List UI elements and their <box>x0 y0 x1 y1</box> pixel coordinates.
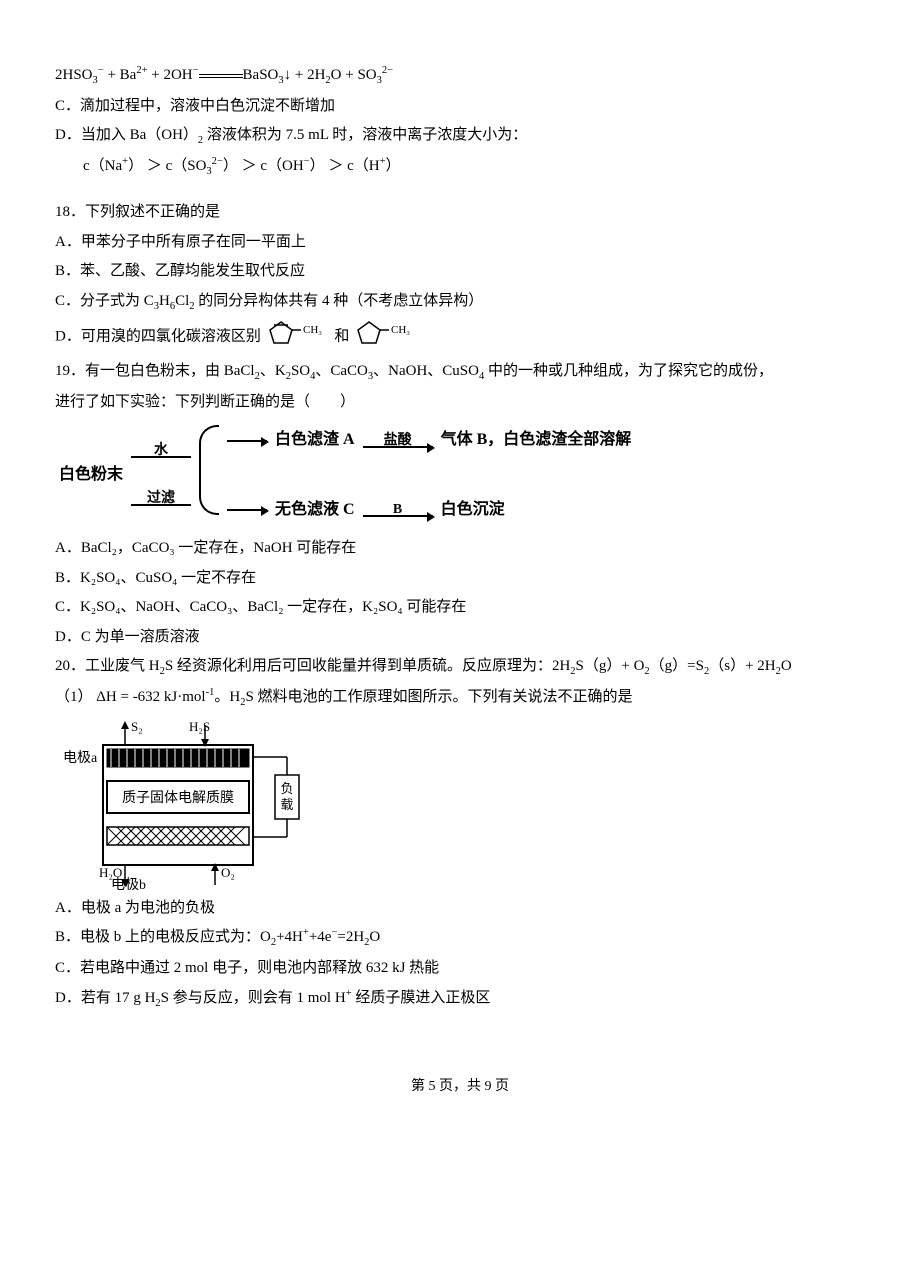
svg-text:载: 载 <box>280 797 293 812</box>
text: 溶液体积为 7.5 mL 时，溶液中离子浓度大小为： <box>203 127 527 143</box>
q19-flow-diagram: 白色粉末 水 过滤 白色滤渣 A 盐酸 气体 B，白色滤渣全部溶解 无色滤液 C… <box>55 423 865 528</box>
eq-t: O + SO <box>331 67 377 83</box>
diag-residue-a: 白色滤渣 A <box>271 423 359 459</box>
q19-option-b: B．K₂SO₄、CuSO₄ 一定不存在 <box>55 564 865 593</box>
q18-option-d: D．可用溴的四氯化碳溶液区别 CH₃ 和 CH₃ <box>55 318 865 357</box>
eq-t: + Ba <box>104 67 137 83</box>
svg-text:S₂: S₂ <box>131 719 143 734</box>
q20-stem-1: 20．工业废气 H2S 经资源化利用后可回收能量并得到单质硫。反应原理为：2H2… <box>55 652 865 682</box>
diag-row2-tail: 白色沉淀 <box>437 492 636 528</box>
t: 的同分异构体共有 4 种（不考虑立体异构） <box>195 293 484 309</box>
t: 页，共 <box>436 1079 485 1094</box>
q17-option-d: D．当加入 Ba（OH）2 溶液体积为 7.5 mL 时，溶液中离子浓度大小为： <box>55 121 865 151</box>
t: ） ＞ c（H <box>310 158 380 174</box>
t: O <box>369 929 380 945</box>
cyclopentane-ch3-icon: CH₃ <box>355 318 417 357</box>
t: S 参与反应，则会有 1 mol H <box>161 990 346 1006</box>
t: （g）=S <box>650 658 704 674</box>
t: ） ＞ c（SO <box>128 158 206 174</box>
t: 经质子膜进入正极区 <box>352 990 491 1006</box>
t: （1） ΔH = -632 kJ·mol <box>55 689 206 705</box>
t: D．可用溴的四氯化碳溶液区别 <box>55 328 261 344</box>
eq-lhs: 2HSO <box>55 67 93 83</box>
t: 第 <box>411 1079 429 1094</box>
eq-sub: 3 <box>93 75 98 86</box>
t: 、CaCO <box>315 363 368 379</box>
q19-stem-2: 进行了如下实验：下列判断正确的是（ ） <box>55 388 865 417</box>
t: S（g）+ O <box>576 658 645 674</box>
q18-option-a: A．甲苯分子中所有原子在同一平面上 <box>55 228 865 257</box>
t: C．分子式为 C <box>55 293 154 309</box>
t: =2H <box>337 929 364 945</box>
q20-fuel-cell-diagram: 质子固体电解质膜 S₂ H₂S H₂O O₂ 电极a 电极b 负 载 <box>55 717 325 892</box>
eq-t: BaSO <box>243 67 279 83</box>
t: S 燃料电池的工作原理如图所示。下列有关说法不正确的是 <box>245 689 632 705</box>
svg-text:CH₃: CH₃ <box>303 324 322 336</box>
t: SO <box>291 363 310 379</box>
eq-t: + 2OH <box>147 67 192 83</box>
eq-sup: 2+ <box>136 65 147 76</box>
svg-text:O₂: O₂ <box>221 865 235 880</box>
t: ） <box>386 158 401 174</box>
q17-d-inequality: c（Na+） ＞ c（SO32−） ＞ c（OH−） ＞ c（H+） <box>55 152 865 182</box>
t: B．电极 b 上的电极反应式为：O <box>55 929 271 945</box>
equals-bar <box>199 69 243 83</box>
t: S 经资源化利用后可回收能量并得到单质硫。反应原理为：2H <box>165 658 570 674</box>
eq-sup: 2− <box>382 65 393 76</box>
equation-top: 2HSO3− + Ba2+ + 2OH−BaSO3↓ + 2H2O + SO32… <box>55 61 865 91</box>
t: 、NaOH、CuSO <box>373 363 479 379</box>
page-total: 9 <box>485 1079 492 1094</box>
t: Cl <box>175 293 189 309</box>
s: 2− <box>212 156 223 167</box>
arrow-icon <box>227 509 267 511</box>
svg-text:质子固体电解质膜: 质子固体电解质膜 <box>122 790 234 806</box>
q20-option-b: B．电极 b 上的电极反应式为：O2+4H++4e−=2H2O <box>55 923 865 953</box>
t: 20．工业废气 H <box>55 658 160 674</box>
s: 3 <box>206 166 211 177</box>
t: c（Na <box>83 158 122 174</box>
t: （s）+ 2H <box>709 658 775 674</box>
q18-option-b: B．苯、乙酸、乙醇均能发生取代反应 <box>55 257 865 286</box>
q18-option-c: C．分子式为 C3H6Cl2 的同分异构体共有 4 种（不考虑立体异构） <box>55 287 865 317</box>
eq-t: ↓ + 2H <box>284 67 326 83</box>
t: 和 <box>334 328 349 344</box>
q20-option-c: C．若电路中通过 2 mol 电子，则电池内部释放 632 kJ 热能 <box>55 954 865 983</box>
diag-powder: 白色粉末 <box>55 423 127 528</box>
q20-stem-2: （1） ΔH = -632 kJ·mol-1。H2S 燃料电池的工作原理如图所示… <box>55 683 865 713</box>
q19-option-a: A．BaCl₂，CaCO₃ 一定存在，NaOH 可能存在 <box>55 534 865 563</box>
t: 19．有一包白色粉末，由 BaCl <box>55 363 255 379</box>
bracket-icon <box>199 425 219 515</box>
t: 。H <box>214 689 240 705</box>
t: ） ＞ c（OH <box>223 158 304 174</box>
svg-text:负: 负 <box>280 781 293 796</box>
q17-option-c: C．滴加过程中，溶液中白色沉淀不断增加 <box>55 92 865 121</box>
svg-text:电极b: 电极b <box>111 877 146 892</box>
t: H <box>159 293 170 309</box>
q19-option-c: C．K₂SO₄、NaOH、CaCO₃、BaCl₂ 一定存在，K₂SO₄ 可能存在 <box>55 593 865 622</box>
t: +4e <box>309 929 332 945</box>
diag-row1-tail: 气体 B，白色滤渣全部溶解 <box>437 423 636 459</box>
arrow-icon <box>227 440 267 442</box>
t: 、K <box>260 363 286 379</box>
svg-text:H₂S: H₂S <box>189 719 210 734</box>
q19-stem-1: 19．有一包白色粉末，由 BaCl2、K2SO4、CaCO3、NaOH、CuSO… <box>55 357 865 387</box>
t: D．若有 17 g H <box>55 990 155 1006</box>
q20-option-d: D．若有 17 g H2S 参与反应，则会有 1 mol H+ 经质子膜进入正极… <box>55 984 865 1014</box>
q20-option-a: A．电极 a 为电池的负极 <box>55 894 865 923</box>
t: +4H <box>276 929 303 945</box>
t: 中的一种或几种组成，为了探究它的成份， <box>484 363 773 379</box>
svg-text:电极a: 电极a <box>63 750 98 766</box>
page-num: 5 <box>429 1079 436 1094</box>
svg-text:CH₃: CH₃ <box>391 324 410 336</box>
eq-sub: 3 <box>377 75 382 86</box>
q19-option-d: D．C 为单一溶质溶液 <box>55 623 865 652</box>
t: O <box>781 658 792 674</box>
page-footer: 第 5 页，共 9 页 <box>55 1074 865 1101</box>
t: 页 <box>492 1079 510 1094</box>
text: D．当加入 Ba（OH） <box>55 127 198 143</box>
q18-stem: 18．下列叙述不正确的是 <box>55 198 865 227</box>
diag-liquid-c: 无色滤液 C <box>271 492 359 528</box>
cyclopentene-ch3-icon: CH₃ <box>267 318 329 357</box>
